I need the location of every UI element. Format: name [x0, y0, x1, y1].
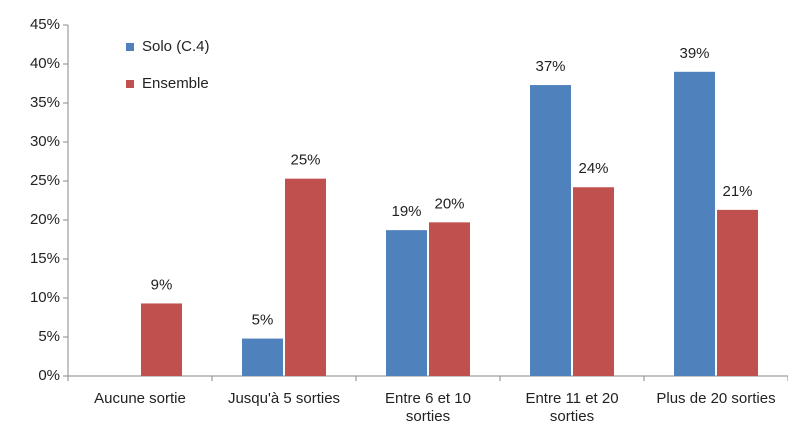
bar: [674, 71, 715, 377]
data-label: 5%: [252, 312, 274, 329]
y-tick-label: 20%: [30, 211, 60, 228]
legend-swatch: [126, 43, 134, 51]
data-label: 25%: [290, 152, 320, 169]
x-tick-label: Aucune sortie: [94, 390, 186, 407]
data-label: 20%: [434, 195, 464, 212]
data-label: 19%: [391, 203, 421, 220]
bar: [386, 230, 427, 376]
legend-label: Solo (C.4): [142, 38, 210, 55]
data-label: 37%: [535, 58, 565, 75]
legend-label: Ensemble: [142, 75, 209, 92]
bar: [141, 303, 182, 376]
bar: [242, 338, 283, 376]
legend-swatch: [126, 80, 134, 88]
y-tick-label: 25%: [30, 172, 60, 189]
y-tick-label: 35%: [30, 94, 60, 111]
data-label: 24%: [578, 160, 608, 177]
y-tick-label: 0%: [38, 367, 60, 384]
y-tick-label: 15%: [30, 250, 60, 267]
y-tick-label: 5%: [38, 328, 60, 345]
y-tick-label: 40%: [30, 55, 60, 72]
bar: [717, 209, 758, 376]
y-tick-label: 30%: [30, 133, 60, 150]
y-tick-label: 10%: [30, 289, 60, 306]
data-label: 9%: [151, 276, 173, 293]
bar: [429, 222, 470, 376]
x-tick-label: Entre 11 et 20 sorties: [525, 390, 619, 425]
y-tick-label: 45%: [30, 16, 60, 33]
bar: [285, 178, 326, 376]
x-tick-label: Plus de 20 sorties: [656, 390, 776, 407]
x-tick-label: Entre 6 et 10 sorties: [385, 390, 471, 425]
data-label: 21%: [722, 183, 752, 200]
x-tick-label: Jusqu'à 5 sorties: [227, 390, 341, 407]
bar: [530, 85, 571, 376]
bar: [573, 187, 614, 376]
data-label: 39%: [679, 45, 709, 62]
